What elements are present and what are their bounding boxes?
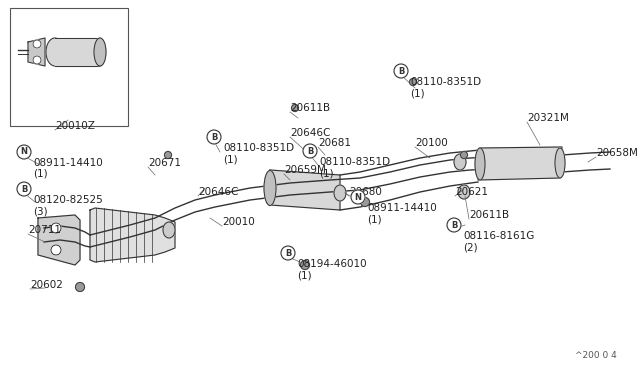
Circle shape — [51, 245, 61, 255]
Text: 20646C: 20646C — [198, 187, 238, 197]
Text: (1): (1) — [223, 154, 237, 164]
Text: 20611B: 20611B — [469, 210, 509, 220]
Ellipse shape — [94, 38, 106, 66]
Circle shape — [360, 198, 369, 206]
Text: B: B — [307, 147, 313, 155]
Text: 20010Z: 20010Z — [55, 121, 95, 131]
Circle shape — [33, 40, 41, 48]
Text: ^200 0 4: ^200 0 4 — [575, 351, 617, 360]
Text: 20010: 20010 — [222, 217, 255, 227]
Ellipse shape — [46, 38, 64, 66]
Circle shape — [351, 190, 365, 204]
Circle shape — [410, 78, 417, 86]
Text: (3): (3) — [33, 206, 47, 216]
Circle shape — [164, 151, 172, 158]
Circle shape — [51, 223, 61, 233]
Text: 08194-46010: 08194-46010 — [297, 259, 367, 269]
Text: 20321M: 20321M — [527, 113, 569, 123]
Text: 20681: 20681 — [318, 138, 351, 148]
Circle shape — [207, 130, 221, 144]
Ellipse shape — [334, 185, 346, 201]
Text: (2): (2) — [463, 242, 477, 252]
Text: 20680: 20680 — [349, 187, 382, 197]
Text: (1): (1) — [367, 214, 381, 224]
Text: 20646C: 20646C — [290, 128, 330, 138]
Text: 08110-8351D: 08110-8351D — [319, 157, 390, 167]
Circle shape — [281, 246, 295, 260]
Text: 08911-14410: 08911-14410 — [367, 203, 436, 213]
Circle shape — [17, 145, 31, 159]
Polygon shape — [55, 38, 100, 66]
Ellipse shape — [475, 148, 485, 180]
Text: (1): (1) — [297, 270, 312, 280]
Text: 20711: 20711 — [28, 225, 61, 235]
Text: 20611B: 20611B — [290, 103, 330, 113]
Text: B: B — [451, 221, 457, 230]
Polygon shape — [90, 208, 175, 262]
Text: (1): (1) — [319, 168, 333, 178]
Ellipse shape — [555, 148, 565, 178]
Text: 08911-14410: 08911-14410 — [33, 158, 103, 168]
Circle shape — [301, 260, 310, 269]
Text: B: B — [21, 185, 27, 193]
Ellipse shape — [264, 170, 276, 205]
Circle shape — [291, 105, 298, 112]
Text: 20602: 20602 — [30, 280, 63, 290]
Text: N: N — [20, 148, 28, 157]
Circle shape — [303, 144, 317, 158]
Ellipse shape — [163, 222, 175, 238]
Text: 08110-8351D: 08110-8351D — [223, 143, 294, 153]
Ellipse shape — [458, 185, 470, 199]
Text: 20658M: 20658M — [596, 148, 638, 158]
Circle shape — [461, 151, 467, 158]
Polygon shape — [478, 147, 562, 180]
Circle shape — [394, 64, 408, 78]
Polygon shape — [28, 38, 45, 66]
Text: B: B — [285, 248, 291, 257]
Text: 08120-82525: 08120-82525 — [33, 195, 103, 205]
Circle shape — [76, 282, 84, 292]
Text: 08116-8161G: 08116-8161G — [463, 231, 534, 241]
Text: B: B — [398, 67, 404, 76]
Text: N: N — [355, 192, 362, 202]
Text: 20621: 20621 — [455, 187, 488, 197]
Text: 08110-8351D: 08110-8351D — [410, 77, 481, 87]
Ellipse shape — [454, 154, 466, 170]
Circle shape — [33, 56, 41, 64]
Text: (1): (1) — [33, 169, 47, 179]
Bar — [10, 8, 128, 126]
Polygon shape — [270, 170, 340, 210]
Polygon shape — [38, 215, 80, 265]
Text: B: B — [211, 132, 217, 141]
Text: 20659M: 20659M — [284, 165, 326, 175]
Text: 20100: 20100 — [415, 138, 448, 148]
Circle shape — [17, 182, 31, 196]
Text: 20671: 20671 — [148, 158, 181, 168]
Text: (1): (1) — [410, 88, 424, 98]
Circle shape — [447, 218, 461, 232]
